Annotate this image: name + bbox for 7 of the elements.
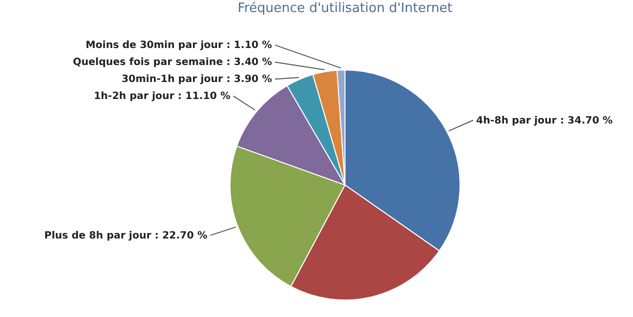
slice-label: Moins de 30min par jour : 1.10 % xyxy=(86,40,272,52)
slice-label: Quelques fois par semaine : 3.40 % xyxy=(72,57,272,68)
slice-label: 1h-2h par jour : 11.10 % xyxy=(94,91,230,102)
slice-label: 4h-8h par jour : 34.70 % xyxy=(476,115,613,126)
chart-title: Fréquence d'utilisation d'Internet xyxy=(238,1,452,16)
slice-label: Plus de 8h par jour : 22.70 % xyxy=(44,230,208,242)
slice-label: 30min-1h par jour : 3.90 % xyxy=(122,74,272,86)
